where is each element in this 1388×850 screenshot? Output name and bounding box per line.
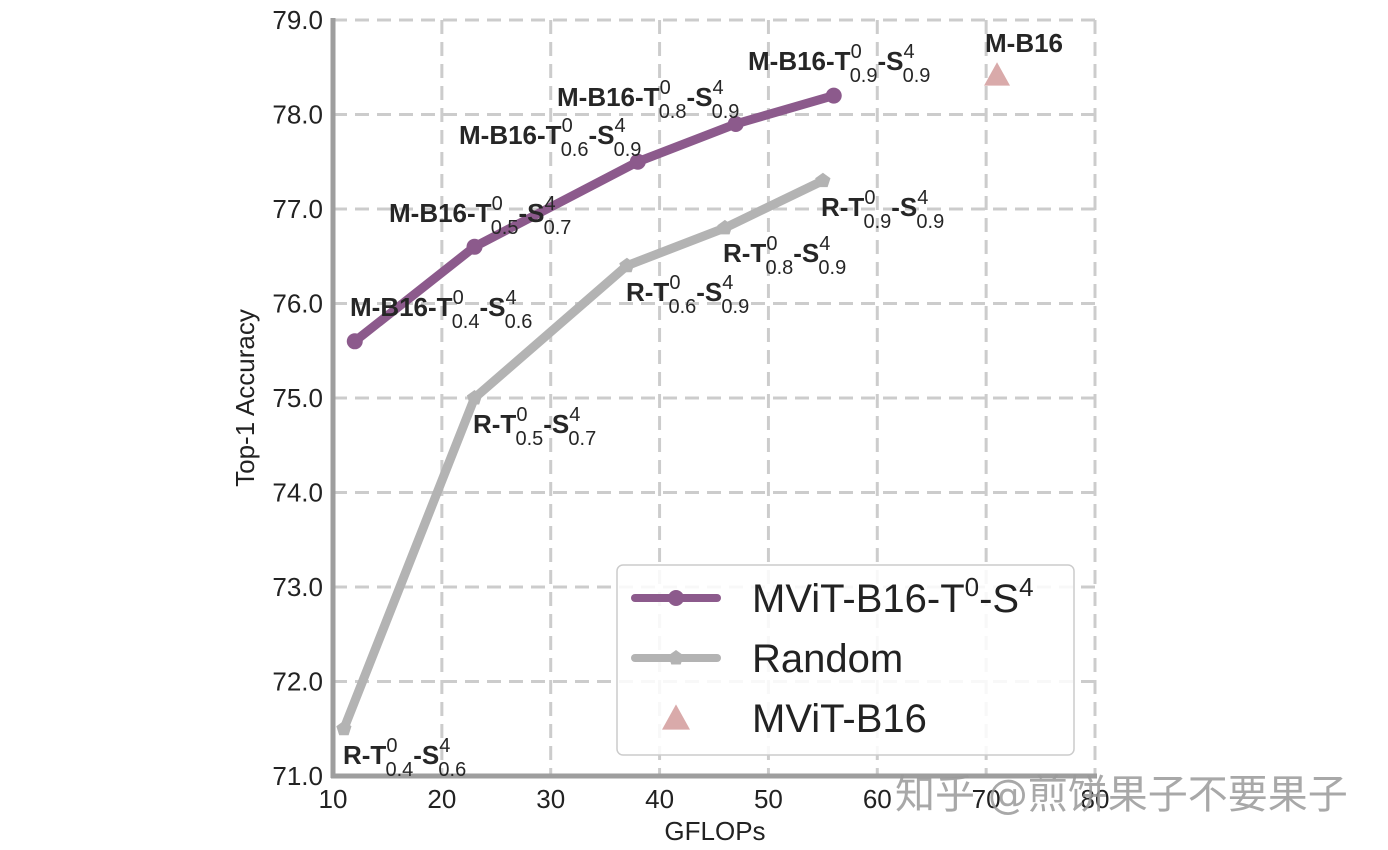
pentagon-marker (815, 172, 831, 188)
point-annotation: R-T0 0.8-S4 0.9 (723, 233, 846, 279)
x-tick-label: 80 (1081, 784, 1110, 814)
legend: MViT-B16-T0-S4 Random MViT-B16 (616, 564, 1075, 756)
circle-marker (668, 590, 684, 606)
legend-label: MViT-B16-T0-S4 (752, 572, 1034, 621)
point-annotation: M-B16-T0 0.6-S4 0.9 (459, 115, 641, 161)
point-annotation: R-T0 0.6-S4 0.9 (626, 272, 749, 318)
legend-label: MViT-B16 (752, 697, 927, 741)
x-tick-labels: 10 20 30 40 50 60 70 80 (319, 784, 1110, 814)
triangle-marker (662, 704, 690, 730)
series-random (336, 172, 831, 736)
y-tick-label: 72.0 (272, 667, 323, 697)
legend-label: Random (752, 637, 903, 681)
y-tick-label: 74.0 (272, 478, 323, 508)
point-annotation: M-B16-T0 0.4-S4 0.6 (350, 287, 532, 333)
x-tick-label: 20 (427, 784, 456, 814)
pentagon-marker (336, 720, 352, 736)
legend-entry: MViT-B16 (662, 697, 927, 741)
x-axis-title: GFLOPs (664, 816, 765, 846)
circle-marker (466, 238, 483, 255)
y-tick-label: 75.0 (272, 383, 323, 413)
circle-marker (346, 333, 363, 350)
series-mvit-b16-t-s- (346, 87, 842, 350)
y-axis-title: Top-1 Accuracy (230, 309, 260, 487)
circle-marker (825, 87, 842, 104)
y-tick-label: 73.0 (272, 572, 323, 602)
circle-marker (727, 115, 744, 132)
point-annotations: M-B16-T0 0.4-S4 0.6 M-B16-T0 0.5-S4 0.7 M-B16-… (343, 28, 1063, 781)
pentagon-marker (717, 219, 733, 235)
point-annotation: M-B16 (985, 28, 1063, 58)
x-tick-label: 60 (863, 784, 892, 814)
y-tick-label: 77.0 (272, 194, 323, 224)
legend-entry: Random (631, 637, 903, 681)
series-layer (336, 62, 1011, 736)
legend-entry: MViT-B16-T0-S4 (631, 572, 1034, 621)
axes (330, 18, 1097, 779)
x-tick-label: 50 (754, 784, 783, 814)
x-tick-label: 30 (536, 784, 565, 814)
watermark: 知乎 @煎饼果子不要果子 (895, 772, 1348, 818)
x-tick-label: 10 (319, 784, 348, 814)
x-tick-label: 40 (645, 784, 674, 814)
y-tick-label: 78.0 (272, 100, 323, 130)
pentagon-marker (619, 257, 635, 273)
y-tick-label: 76.0 (272, 289, 323, 319)
legend-frame (616, 564, 1075, 756)
y-tick-label: 71.0 (272, 761, 323, 791)
x-tick-label: 70 (972, 784, 1001, 814)
pentagon-marker (466, 390, 483, 405)
y-tick-label: 79.0 (272, 5, 323, 35)
y-tick-labels: 71.0 72.0 73.0 74.0 75.0 76.0 77.0 78.0 79.0 (272, 5, 323, 791)
triangle-marker (984, 62, 1011, 86)
circle-marker (629, 153, 646, 170)
point-annotation: R-T0 0.5-S4 0.7 (473, 404, 596, 450)
point-annotation: R-T0 0.9-S4 0.9 (821, 187, 944, 233)
pentagon-marker (668, 650, 684, 665)
point-annotation: R-T0 0.4-S4 0.6 (343, 735, 466, 781)
point-annotation: M-B16-T0 0.8-S4 0.9 (557, 77, 739, 123)
point-annotation: M-B16-T0 0.5-S4 0.7 (389, 193, 571, 239)
point-annotation: M-B16-T0 0.9-S4 0.9 (748, 41, 930, 87)
series-mvit-b16 (984, 62, 1011, 86)
